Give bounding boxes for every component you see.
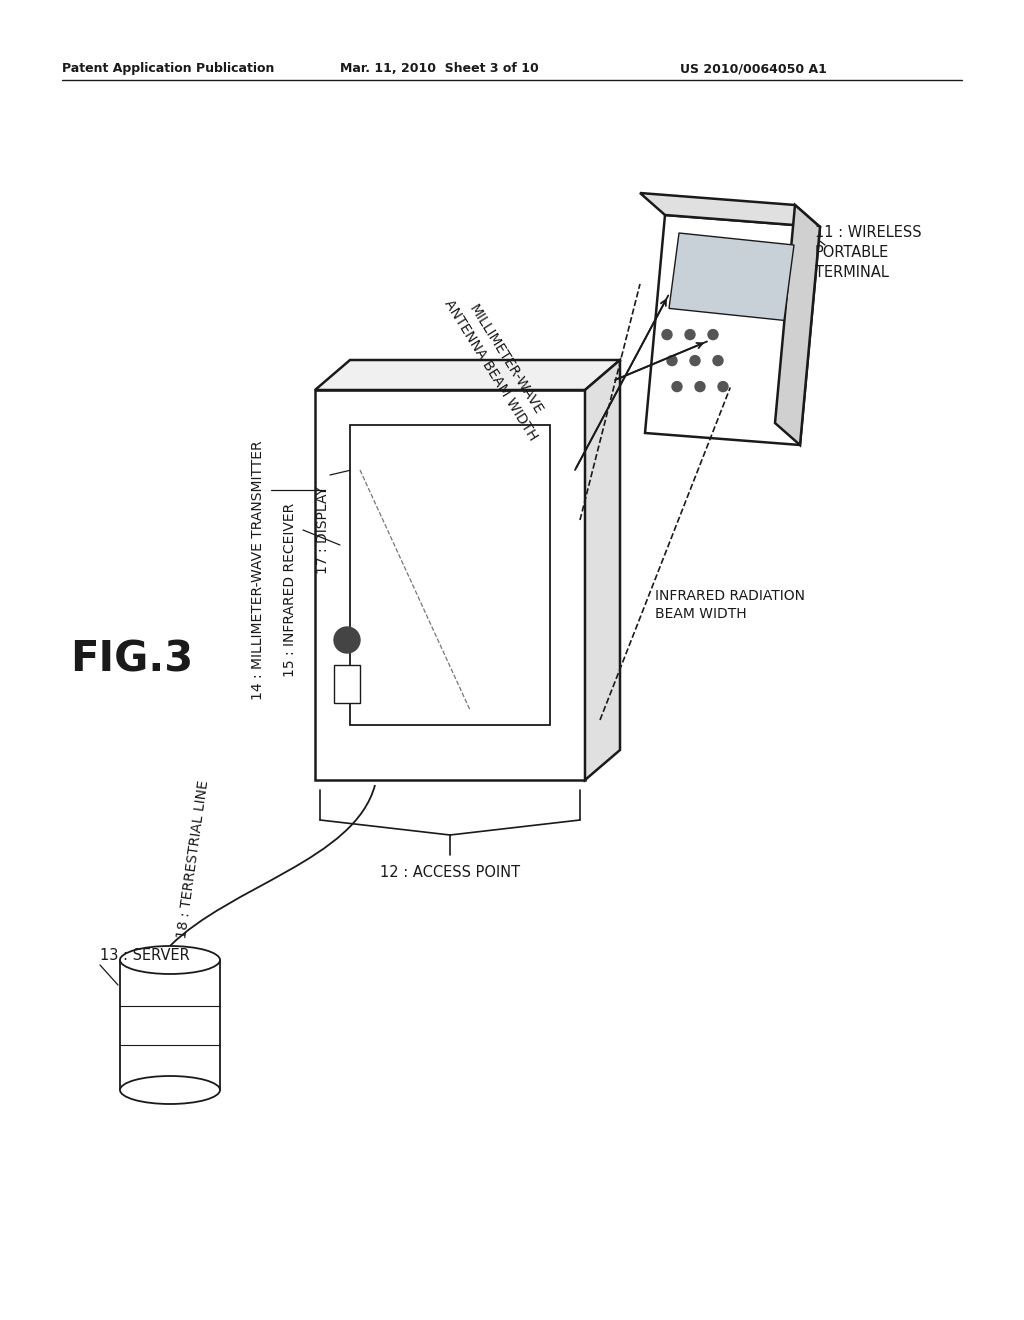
Circle shape (695, 381, 705, 392)
Polygon shape (315, 360, 620, 389)
Polygon shape (315, 389, 585, 780)
Text: 11 : WIRELESS
PORTABLE
TERMINAL: 11 : WIRELESS PORTABLE TERMINAL (815, 224, 922, 280)
Text: US 2010/0064050 A1: US 2010/0064050 A1 (680, 62, 826, 75)
Text: Patent Application Publication: Patent Application Publication (62, 62, 274, 75)
FancyBboxPatch shape (334, 665, 360, 704)
Polygon shape (585, 360, 620, 780)
Text: 17 : DISPLAY: 17 : DISPLAY (316, 486, 330, 574)
Circle shape (713, 355, 723, 366)
Circle shape (690, 355, 700, 366)
Circle shape (672, 381, 682, 392)
Text: MILLIMETER-WAVE
ANTENNA BEAM WIDTH: MILLIMETER-WAVE ANTENNA BEAM WIDTH (441, 288, 555, 442)
Polygon shape (640, 193, 820, 227)
Ellipse shape (120, 946, 220, 974)
Polygon shape (645, 215, 820, 445)
Circle shape (718, 381, 728, 392)
Text: 13 : SERVER: 13 : SERVER (100, 948, 189, 962)
Polygon shape (669, 234, 794, 321)
Polygon shape (775, 205, 820, 445)
Text: FIG.3: FIG.3 (70, 639, 194, 681)
Text: Mar. 11, 2010  Sheet 3 of 10: Mar. 11, 2010 Sheet 3 of 10 (340, 62, 539, 75)
Polygon shape (350, 425, 550, 725)
Ellipse shape (120, 1076, 220, 1104)
Text: 15 : INFRARED RECEIVER: 15 : INFRARED RECEIVER (283, 503, 297, 677)
Text: 12 : ACCESS POINT: 12 : ACCESS POINT (380, 865, 520, 880)
Text: INFRARED RADIATION
BEAM WIDTH: INFRARED RADIATION BEAM WIDTH (655, 589, 805, 622)
Circle shape (685, 330, 695, 339)
Text: 14 : MILLIMETER-WAVE TRANSMITTER: 14 : MILLIMETER-WAVE TRANSMITTER (251, 440, 265, 700)
Circle shape (708, 330, 718, 339)
Circle shape (667, 355, 677, 366)
Circle shape (662, 330, 672, 339)
Text: 18 : TERRESTRIAL LINE: 18 : TERRESTRIAL LINE (175, 779, 211, 939)
Circle shape (334, 627, 360, 653)
